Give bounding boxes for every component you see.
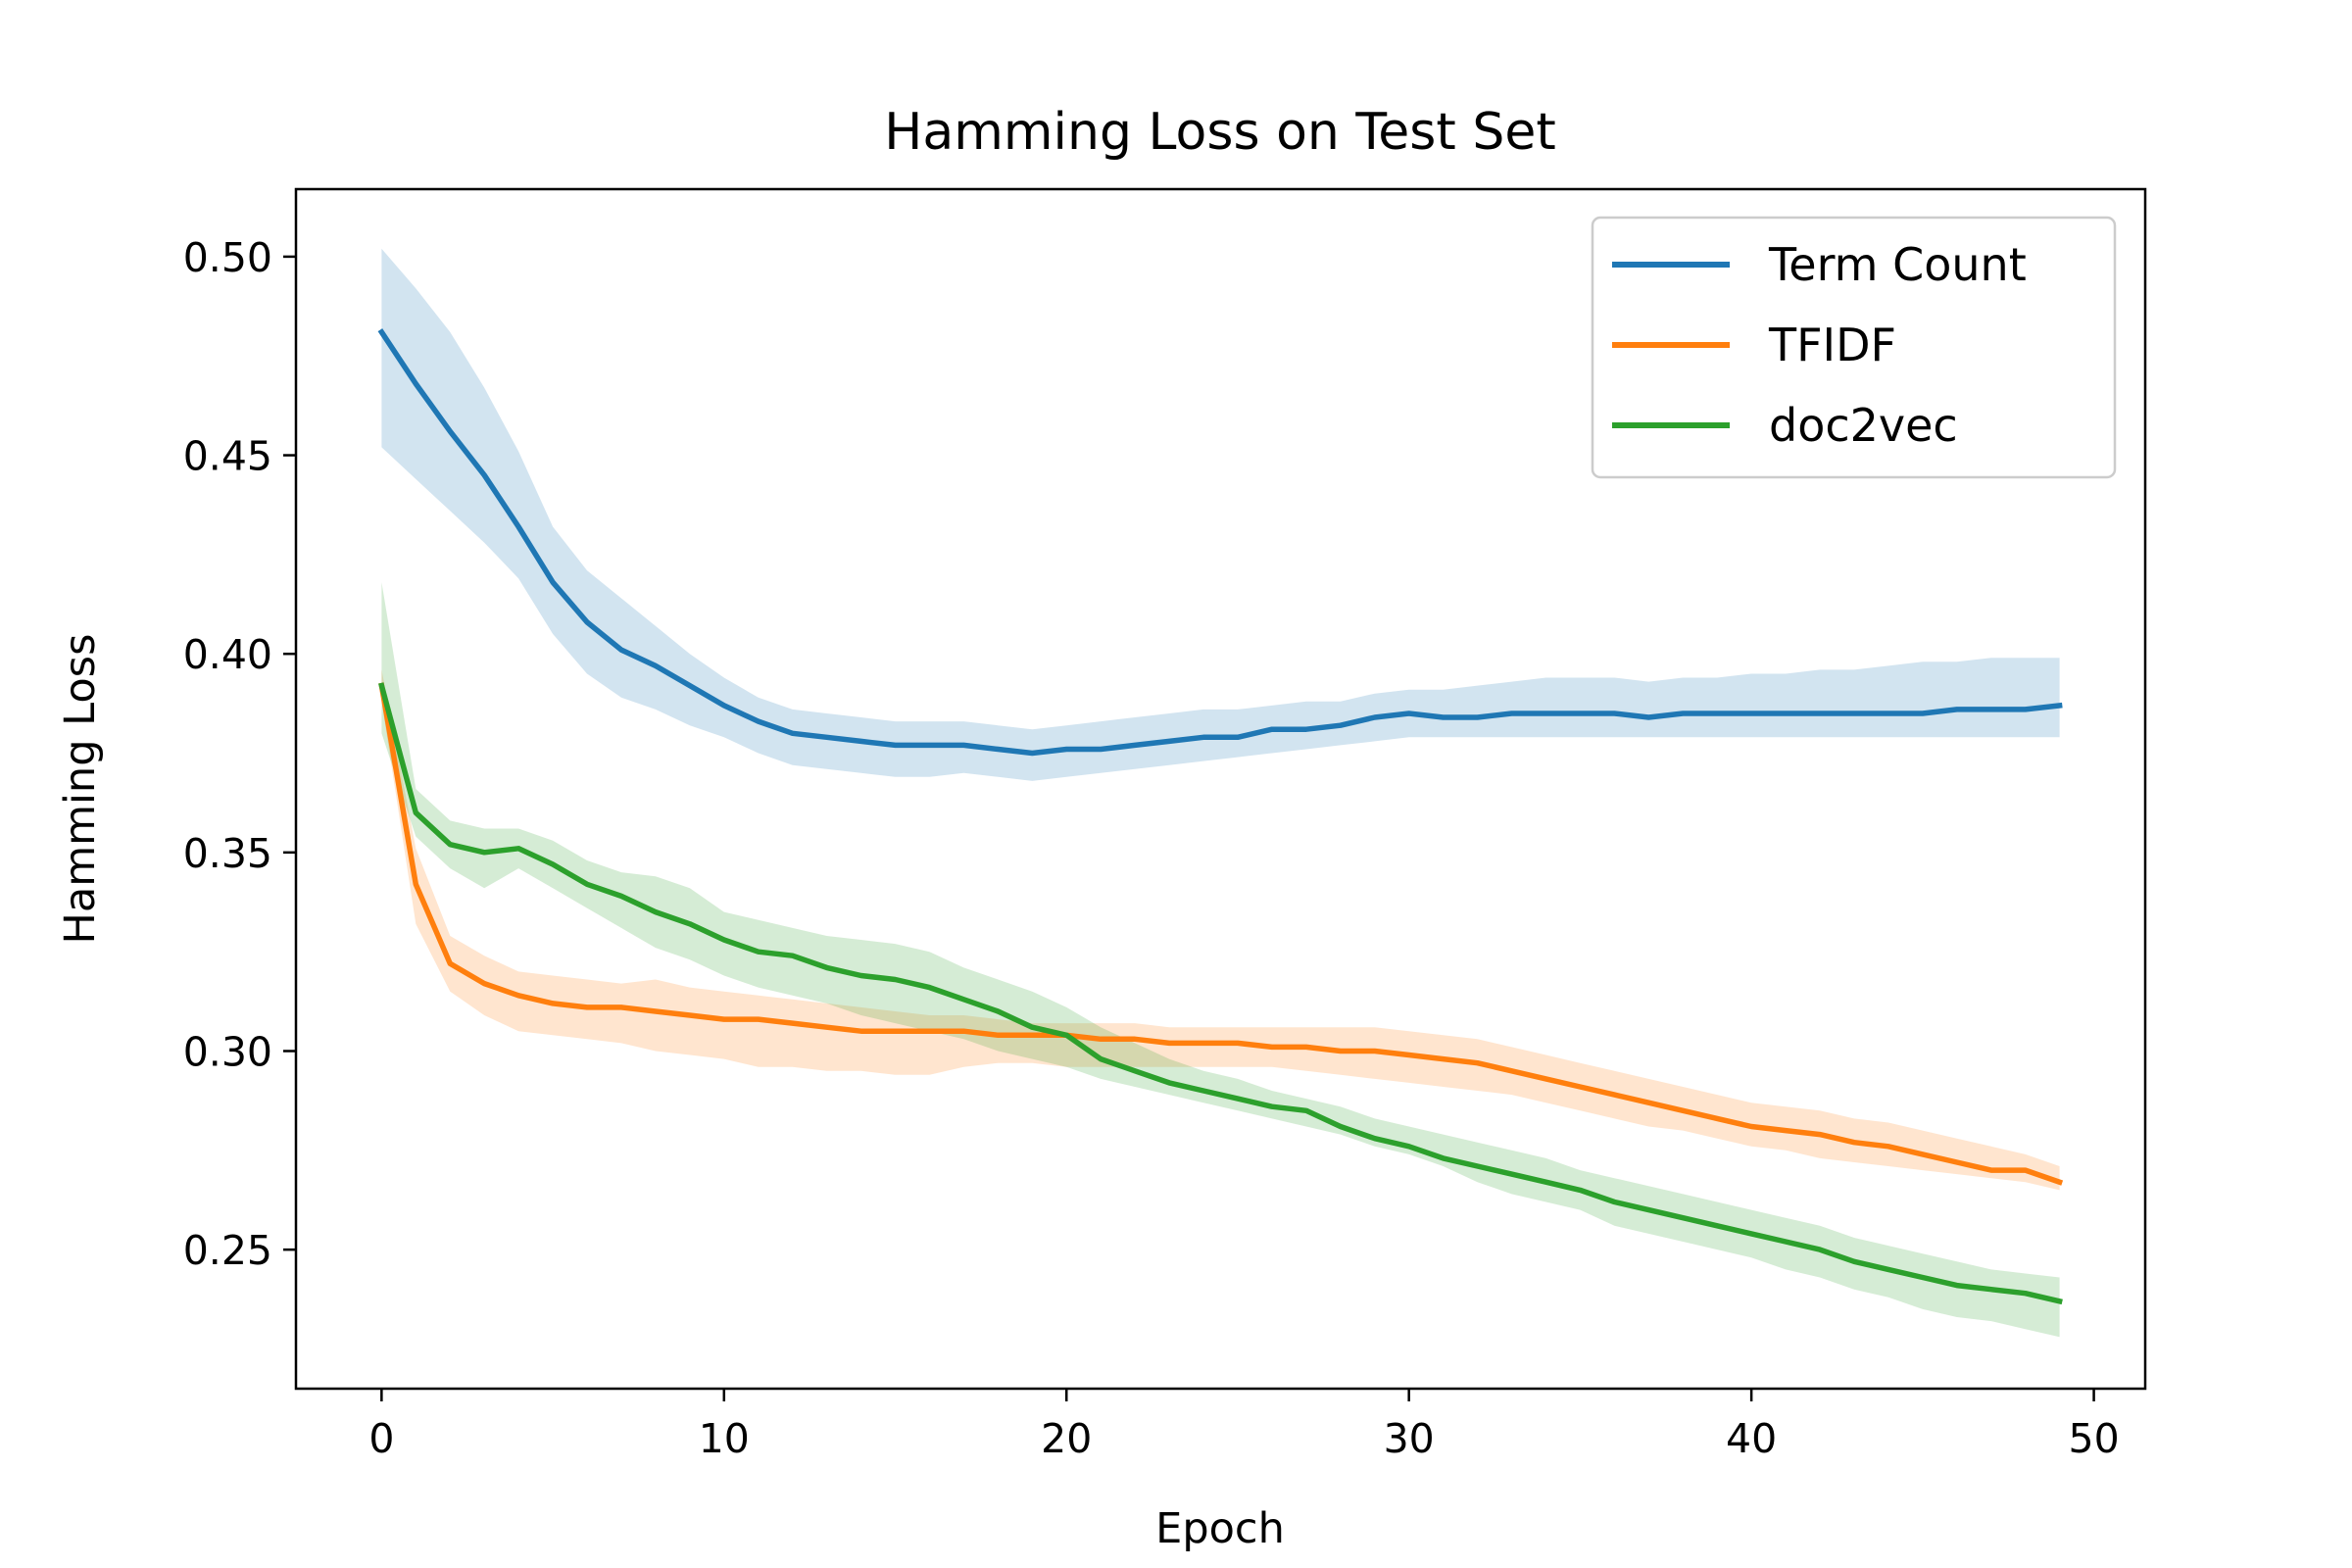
chart-title: Hamming Loss on Test Set	[884, 103, 1555, 162]
legend-label-doc2vec: doc2vec	[1769, 399, 1958, 452]
y-axis-label: Hamming Loss	[56, 634, 105, 945]
plot-frame	[294, 187, 2147, 1391]
y-tick-label: 0.50	[183, 234, 272, 281]
x-tick-label: 50	[2068, 1415, 2119, 1462]
y-tick-label: 0.30	[183, 1028, 272, 1075]
legend-label-term-count: Term Count	[1768, 238, 2027, 291]
series-lines	[377, 328, 2064, 1305]
y-tick-label: 0.25	[183, 1227, 272, 1274]
y-axis: 0.25 0.30 0.35 0.40 0.45 0.50	[183, 234, 296, 1274]
line-term-count	[377, 328, 2063, 757]
band-doc2vec	[381, 582, 2060, 1338]
legend-label-tfidf: TFIDF	[1768, 318, 1896, 371]
x-tick-label: 10	[699, 1415, 750, 1462]
x-tick-label: 0	[368, 1415, 394, 1462]
line-doc2vec	[378, 682, 2063, 1305]
x-tick-label: 40	[1726, 1415, 1777, 1462]
line-tfidf	[378, 682, 2064, 1186]
y-tick-label: 0.35	[183, 830, 272, 877]
band-term-count	[381, 248, 2060, 781]
legend: Term Count TFIDF doc2vec	[1591, 216, 2117, 479]
y-tick-label: 0.45	[183, 433, 272, 480]
x-axis: 0 10 20 30 40 50	[368, 1389, 2120, 1462]
x-axis-label: Epoch	[1155, 1504, 1285, 1553]
band-tfidf	[381, 669, 2060, 1191]
confidence-bands	[381, 248, 2060, 1338]
x-tick-label: 30	[1384, 1415, 1435, 1462]
legend-box	[1591, 216, 2117, 479]
x-tick-label: 20	[1041, 1415, 1092, 1462]
y-tick-label: 0.40	[183, 631, 272, 678]
